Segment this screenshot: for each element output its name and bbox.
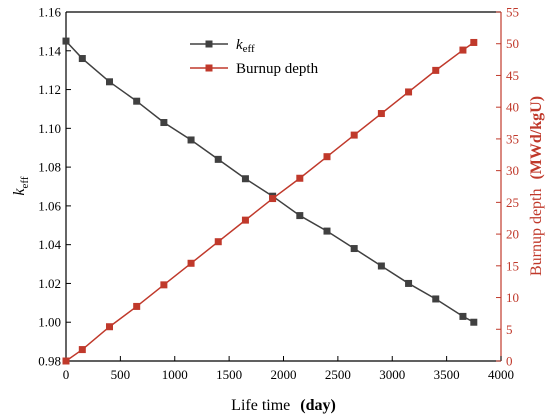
right-y-axis-title-unit: (MWd/kgU) [528,96,545,180]
series-0-point [405,279,413,287]
series-1-point [62,357,70,365]
series-0-point [187,136,195,144]
right-y-axis-title: Burnup depth (MWd/kgU) [528,96,545,276]
right-y-tick-label: 20 [506,227,519,242]
x-tick-label: 0 [63,367,70,382]
series-0-point [470,318,478,326]
x-axis-title-main: Life time [231,397,290,414]
left-y-axis-title-base: k [11,188,28,196]
series-0-point [78,55,86,63]
series-1-point [78,346,86,354]
series-0-point [133,97,141,105]
x-axis-title: Life time (day) [231,397,336,414]
series-1-point [432,66,440,74]
x-tick-label: 3000 [379,367,405,382]
left-y-tick-label: 1.08 [38,160,61,175]
series-1-point [350,131,358,139]
left-y-axis-title-sub: eff [19,176,31,188]
left-y-tick-label: 1.16 [38,5,61,20]
legend-burnup-label: Burnup depth [236,61,319,77]
series-1-point [160,281,168,289]
series-1-point [470,38,478,46]
right-y-tick-label: 50 [506,36,519,51]
right-y-axis-ticks: 0 5 10 15 20 25 30 35 40 45 50 55 [496,5,519,369]
x-tick-label: 500 [111,367,131,382]
series-0-point [214,155,222,163]
x-axis-title-unit: (day) [300,397,336,414]
series-0-point [459,312,467,320]
left-y-tick-label: 1.02 [38,276,61,291]
legend-keff-marker [205,40,213,48]
series-1-point [296,174,304,182]
right-y-tick-label: 40 [506,100,519,115]
right-y-tick-label: 55 [506,5,519,20]
legend: keff Burnup depth [190,37,319,77]
series-layer [62,37,478,365]
series-1-point [405,88,413,96]
left-y-tick-label: 1.12 [38,82,61,97]
series-1-point [241,216,249,224]
right-y-tick-label: 0 [506,354,513,369]
plot-area [66,12,501,361]
x-tick-label: 1500 [216,367,242,382]
legend-keff-label: keff [236,37,255,55]
series-0-point [62,37,70,45]
series-0-point [350,245,358,253]
legend-keff-base: k [236,37,243,53]
left-y-axis-title: keff [11,176,31,195]
series-1-point [459,46,467,54]
left-y-tick-label: 0.98 [38,354,61,369]
left-y-tick-label: 1.04 [38,237,61,252]
series-0-point [323,227,331,235]
series-1-point [133,302,141,310]
x-tick-label: 3500 [434,367,460,382]
x-tick-label: 1000 [162,367,188,382]
x-tick-label: 4000 [488,367,514,382]
legend-keff-sub: eff [243,43,255,55]
series-1-point [269,195,277,203]
right-y-axis-title-main: Burnup depth [528,189,545,277]
series-1-point [377,110,385,118]
left-y-tick-label: 1.00 [38,315,61,330]
series-0-point [377,262,385,270]
left-y-tick-label: 1.10 [38,121,61,136]
x-tick-label: 2000 [271,367,297,382]
left-y-tick-label: 1.14 [38,43,61,58]
series-1-point [106,323,113,331]
series-0-point [160,119,168,127]
left-y-axis-ticks: 0.98 1.00 1.02 1.04 1.06 1.08 1.10 1.12 1.14 1.16 [38,5,71,369]
series-0-point [106,78,113,86]
series-1-point [214,238,222,246]
series-0-point [241,175,249,183]
right-y-tick-label: 5 [506,322,513,337]
legend-burnup-marker [205,64,213,72]
series-1-point [187,259,195,267]
right-y-tick-label: 35 [506,131,519,146]
right-y-tick-label: 45 [506,68,519,83]
series-1-point [323,153,331,161]
right-y-tick-label: 10 [506,290,519,305]
left-y-tick-label: 1.06 [38,198,61,213]
right-y-tick-label: 25 [506,195,519,210]
right-y-tick-label: 30 [506,163,519,178]
series-0-point [432,295,440,303]
series-0-point [296,212,304,220]
x-tick-label: 2500 [325,367,351,382]
x-axis-ticks: 0 500 1000 1500 2000 2500 3000 3500 4000 [63,356,514,382]
right-y-tick-label: 15 [506,258,519,273]
